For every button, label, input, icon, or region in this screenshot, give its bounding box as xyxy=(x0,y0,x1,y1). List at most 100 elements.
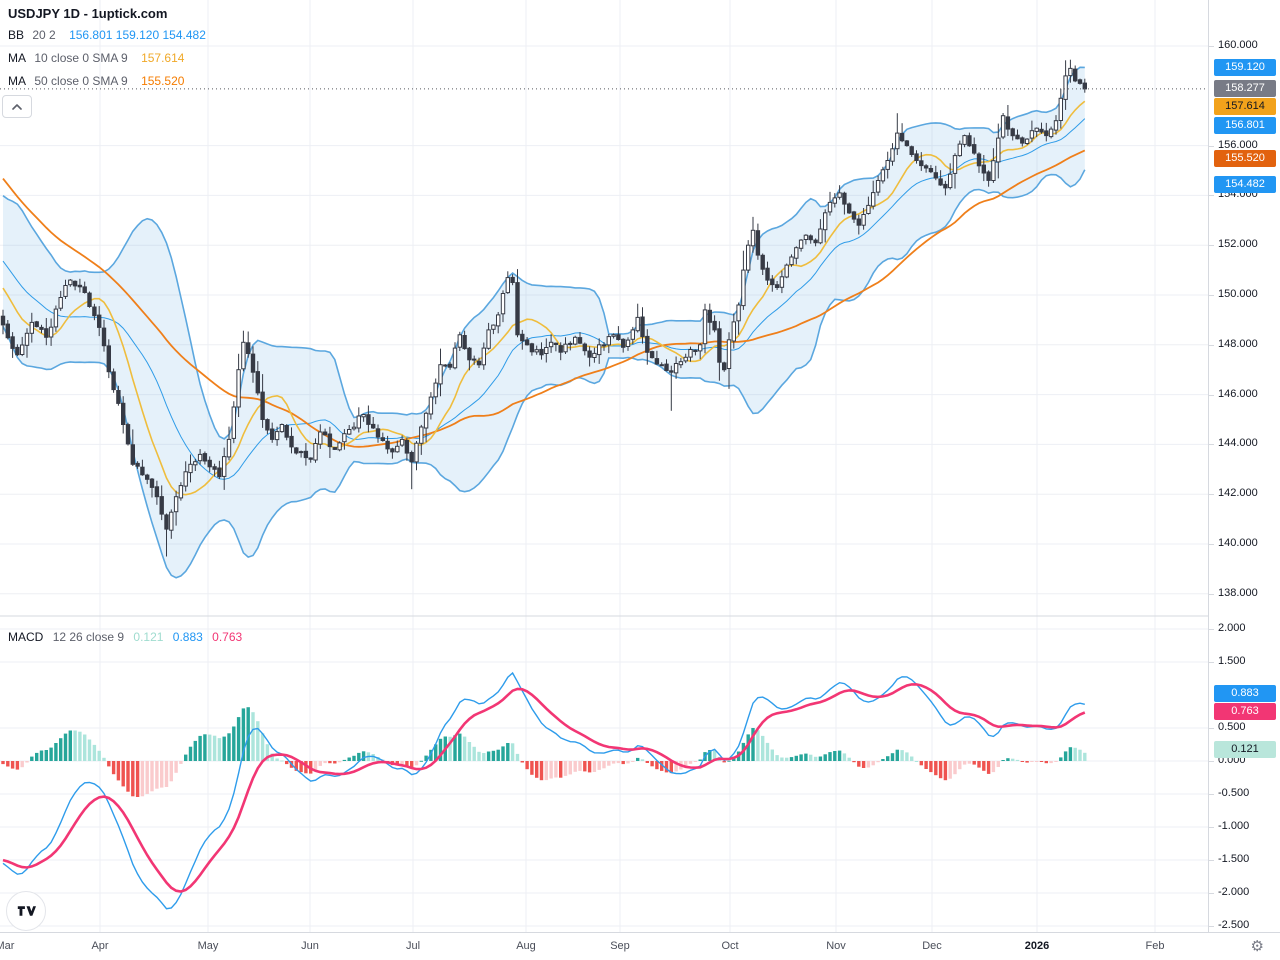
axis-tick-label: -1.500 xyxy=(1218,853,1250,865)
bb-values: 156.801 159.120 154.482 xyxy=(69,28,206,42)
axis-tick-label: 144.000 xyxy=(1218,437,1258,449)
time-axis-label: Jul xyxy=(405,940,421,952)
axis-tick xyxy=(1209,794,1214,795)
axis-tick-label: 152.000 xyxy=(1218,238,1258,250)
ma10-line xyxy=(2,100,1086,496)
axis-tick xyxy=(1209,728,1214,729)
axis-tick xyxy=(1209,662,1214,663)
axis-tick xyxy=(1209,494,1214,495)
time-axis-label: May xyxy=(197,940,219,952)
axis-price-badge: 158.277 xyxy=(1214,80,1276,97)
ma50-name: MA xyxy=(8,74,26,88)
macd-signal-line xyxy=(2,683,1086,893)
bb-params: 20 2 xyxy=(32,28,56,42)
axis-price-badge: 155.520 xyxy=(1214,150,1276,167)
chart-legend: USDJPY 1D - 1uptick.com BB 20 2 156.801 … xyxy=(8,6,206,97)
axis-tick-label: -2.500 xyxy=(1218,919,1250,931)
axis-tick xyxy=(1209,761,1214,762)
time-axis-label: Feb xyxy=(1145,940,1165,952)
ma50-params: 50 close 0 SMA 9 xyxy=(34,74,128,88)
tradingview-logo-icon xyxy=(17,906,36,916)
macd-pane xyxy=(1,671,1087,910)
axis-tick-label: 156.000 xyxy=(1218,139,1258,151)
legend-collapse-button[interactable] xyxy=(2,95,32,118)
axis-tick-label: 148.000 xyxy=(1218,338,1258,350)
axis-price-badge: 0.763 xyxy=(1214,703,1276,720)
bb-name: BB xyxy=(8,28,25,42)
axis-tick xyxy=(1209,594,1214,595)
macd-signal-value: 0.763 xyxy=(212,630,243,644)
price-axis[interactable]: 160.000 156.000 154.000 152.000 150.000 148.0… xyxy=(1208,0,1280,932)
axis-tick xyxy=(1209,926,1214,927)
time-axis-label: Nov xyxy=(826,940,846,952)
axis-price-badge: 0.121 xyxy=(1214,741,1276,758)
indicator-legend-macd[interactable]: MACD 12 26 close 9 0.121 0.883 0.763 xyxy=(8,630,248,644)
bollinger-fill xyxy=(3,67,1085,578)
axis-tick-label: -0.500 xyxy=(1218,787,1250,799)
ma10-value: 157.614 xyxy=(141,51,185,65)
indicator-legend-bb[interactable]: BB 20 2 156.801 159.120 154.482 xyxy=(8,28,206,42)
ma50-value: 155.520 xyxy=(141,74,185,88)
axis-tick-label: 150.000 xyxy=(1218,288,1258,300)
bollinger-upper-line xyxy=(2,66,1085,440)
axis-tick xyxy=(1209,544,1214,545)
axis-tick-label: -2.000 xyxy=(1218,886,1250,898)
axis-price-badge: 154.482 xyxy=(1214,176,1276,193)
time-axis-label: Mar xyxy=(0,940,15,952)
macd-name: MACD xyxy=(8,630,44,644)
axis-tick-label: 0.500 xyxy=(1218,721,1246,733)
bollinger-lower-line xyxy=(2,169,1086,579)
tradingview-logo[interactable] xyxy=(6,891,46,931)
axis-tick-label: 160.000 xyxy=(1218,39,1258,51)
axis-tick xyxy=(1209,395,1214,396)
time-axis-label: Jun xyxy=(301,940,319,952)
macd-hist-value: 0.121 xyxy=(133,630,164,644)
axis-tick-label: -1.000 xyxy=(1218,820,1250,832)
axis-tick-label: 1.500 xyxy=(1218,655,1246,667)
axis-tick xyxy=(1209,893,1214,894)
time-axis-label: Sep xyxy=(610,940,630,952)
ma10-name: MA xyxy=(8,51,26,65)
chart-canvas[interactable] xyxy=(0,0,1208,932)
candles xyxy=(0,59,1087,557)
axis-tick xyxy=(1209,629,1214,630)
axis-tick xyxy=(1209,46,1214,47)
axis-price-badge: 159.120 xyxy=(1214,59,1276,76)
gear-icon[interactable]: ⚙ xyxy=(1250,938,1264,955)
axis-price-badge: 156.801 xyxy=(1214,117,1276,134)
axis-tick xyxy=(1209,444,1214,445)
axis-tick-label: 140.000 xyxy=(1218,537,1258,549)
time-axis-label: Aug xyxy=(516,940,536,952)
bollinger-basis-line xyxy=(2,118,1086,480)
time-axis[interactable]: ⚙ Mar Apr May Jun Jul Aug Sep Oct Nov Dec 2026 Feb xyxy=(0,932,1280,960)
indicator-legend-ma50[interactable]: MA 50 close 0 SMA 9 155.520 xyxy=(8,74,206,88)
macd-line xyxy=(2,671,1085,910)
ma50-line xyxy=(2,149,1086,448)
indicator-legend-ma10[interactable]: MA 10 close 0 SMA 9 157.614 xyxy=(8,51,206,65)
axis-tick xyxy=(1209,195,1214,196)
ma10-params: 10 close 0 SMA 9 xyxy=(34,51,128,65)
macd-line-value: 0.883 xyxy=(172,630,203,644)
axis-tick xyxy=(1209,295,1214,296)
axis-price-badge: 0.883 xyxy=(1214,685,1276,702)
axis-tick-label: 146.000 xyxy=(1218,388,1258,400)
axis-tick-label: 142.000 xyxy=(1218,487,1258,499)
gridlines xyxy=(0,0,1208,932)
axis-tick xyxy=(1209,860,1214,861)
axis-tick-label: 2.000 xyxy=(1218,622,1246,634)
time-axis-label: 2026 xyxy=(1024,940,1050,952)
axis-price-badge: 157.614 xyxy=(1214,98,1276,115)
price-pane xyxy=(0,59,1087,579)
axis-tick xyxy=(1209,345,1214,346)
axis-tick-label: 138.000 xyxy=(1218,587,1258,599)
chevron-up-icon xyxy=(12,103,22,110)
symbol-title: USDJPY 1D - 1uptick.com xyxy=(8,6,168,21)
axis-tick xyxy=(1209,827,1214,828)
macd-params: 12 26 close 9 xyxy=(52,630,125,644)
axis-tick xyxy=(1209,245,1214,246)
time-axis-label: Dec xyxy=(922,940,942,952)
time-axis-label: Oct xyxy=(721,940,739,952)
time-axis-label: Apr xyxy=(91,940,109,952)
axis-tick xyxy=(1209,146,1214,147)
